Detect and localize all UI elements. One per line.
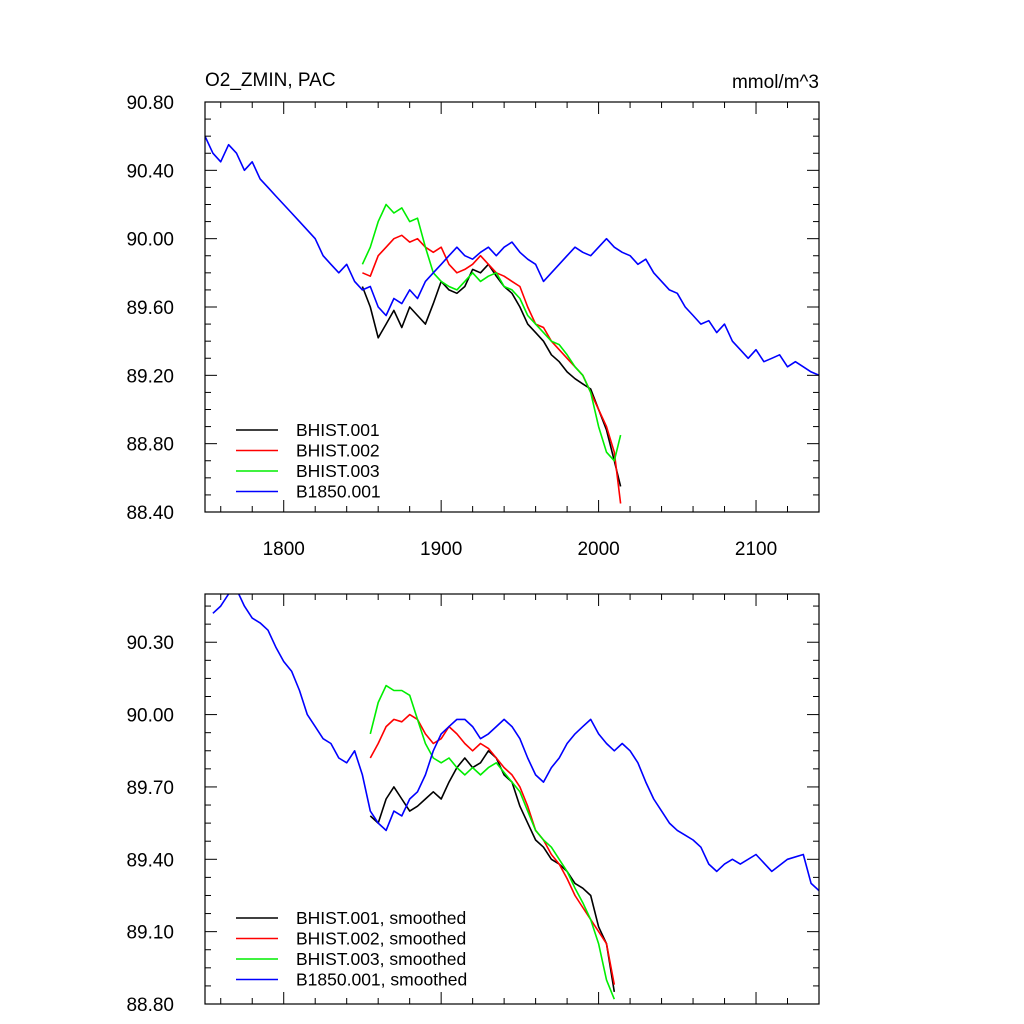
y-tick-label: 90.00	[126, 230, 174, 251]
top-title-left: O2_ZMIN, PAC	[205, 70, 336, 91]
y-tick-label: 88.40	[126, 503, 174, 524]
legend-label: BHIST.002, smoothed	[296, 929, 466, 949]
series-line-bhist-003-smoothed	[369, 684, 616, 1000]
y-tick-label: 88.80	[126, 435, 174, 456]
series-line-b1850-001-smoothed	[212, 594, 819, 892]
y-tick-label: 89.10	[126, 923, 174, 944]
x-tick-label: 1800	[263, 539, 305, 560]
series-line-b1850-001	[205, 135, 819, 377]
x-tick-label: 2000	[577, 539, 619, 560]
legend-label: BHIST.002	[296, 441, 380, 461]
legend-label: B1850.001, smoothed	[296, 970, 467, 990]
y-tick-label: 89.60	[126, 298, 174, 319]
y-tick-label: 90.30	[126, 633, 174, 654]
top-panel: 1800 1900 2000 2100 88.40 88.80 89.20 89.60 90.0…	[126, 70, 820, 560]
top-axes: 1800 1900 2000 2100 88.40 88.80 89.20 89.60 90.0…	[126, 93, 820, 560]
bottom-series-group	[212, 594, 819, 1000]
legend-label: B1850.001	[296, 482, 381, 502]
series-line-bhist-001	[361, 263, 622, 487]
bottom-panel: 88.80 89.10 89.40 89.70 90.00 90.30 BHIST.001…	[126, 593, 820, 1016]
legend-label: BHIST.003	[296, 461, 380, 481]
bottom-axes: 88.80 89.10 89.40 89.70 90.00 90.30	[126, 594, 820, 1016]
legend-label: BHIST.001	[296, 420, 380, 440]
y-tick-label: 90.40	[126, 161, 174, 182]
legend-label: BHIST.003, smoothed	[296, 949, 466, 969]
legend-label: BHIST.001, smoothed	[296, 908, 466, 928]
y-tick-label: 90.00	[126, 706, 174, 727]
x-tick-label: 1900	[420, 539, 462, 560]
y-tick-label: 89.40	[126, 850, 174, 871]
y-tick-label: 88.80	[126, 995, 174, 1016]
series-line-bhist-003	[361, 203, 622, 462]
y-tick-label: 90.80	[126, 93, 174, 114]
x-tick-label: 2100	[735, 539, 777, 560]
y-tick-label: 89.70	[126, 778, 174, 799]
top-title-right: mmol/m^3	[732, 72, 819, 93]
top-series-group	[205, 135, 819, 504]
series-line-bhist-002-smoothed	[369, 713, 616, 985]
y-tick-label: 89.20	[126, 366, 174, 387]
bottom-plot-frame	[204, 593, 820, 1005]
